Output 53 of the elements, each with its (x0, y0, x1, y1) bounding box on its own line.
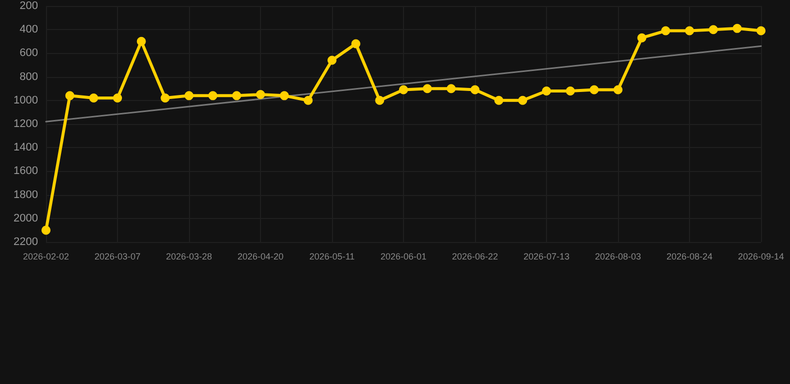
x-tick-label: 2026-07-13 (523, 252, 570, 262)
point (685, 26, 694, 36)
point (280, 91, 289, 100)
point (518, 96, 528, 105)
point (446, 84, 456, 94)
point (661, 26, 670, 36)
x-tick-label: 2026-02-02 (22, 252, 70, 262)
x-tick-label: 2026-06-01 (380, 252, 427, 262)
point (542, 86, 551, 96)
point (708, 25, 718, 34)
point (256, 90, 265, 99)
point (637, 33, 646, 42)
x-tick-label: 2026-03-07 (94, 252, 141, 262)
y-tick-label: 2200 (14, 236, 38, 248)
point (614, 85, 622, 94)
x-tick-label: 2026-09-14 (738, 252, 784, 262)
x-tick-label: 2026-06-22 (452, 252, 498, 262)
point (732, 24, 742, 33)
point (160, 94, 170, 103)
point (470, 85, 480, 94)
point (232, 91, 242, 100)
point (756, 26, 766, 36)
point (590, 85, 599, 94)
y-tick-label: 400 (20, 24, 38, 36)
point (65, 91, 74, 100)
y-tick-label: 800 (20, 70, 38, 83)
y-tick-label: 1800 (14, 188, 38, 201)
point (566, 86, 575, 96)
y-tick-label: 1600 (14, 165, 38, 178)
x-tick-label: 2026-08-24 (666, 252, 713, 262)
point (328, 56, 336, 65)
point (184, 91, 194, 100)
y-tick-label: 600 (20, 47, 38, 60)
point (89, 94, 98, 103)
y-tick-label: 200 (20, 0, 38, 12)
point (375, 96, 384, 105)
point (42, 226, 50, 235)
point (422, 84, 432, 94)
y-tick-label: 1200 (14, 118, 38, 130)
point (304, 96, 313, 105)
point (399, 85, 408, 94)
x-tick-label: 2026-05-11 (309, 252, 355, 262)
x-tick-label: 2026-04-20 (237, 252, 284, 262)
y-tick-label: 1400 (14, 142, 38, 154)
point (351, 39, 360, 48)
y-tick-label: 2000 (14, 212, 38, 224)
point (494, 96, 504, 105)
y-tick-label: 1000 (14, 94, 38, 106)
point (136, 36, 146, 46)
point (208, 91, 218, 100)
point (113, 94, 122, 103)
x-tick-label: 2026-08-03 (594, 252, 642, 262)
x-tick-label: 2026-03-28 (166, 252, 212, 262)
